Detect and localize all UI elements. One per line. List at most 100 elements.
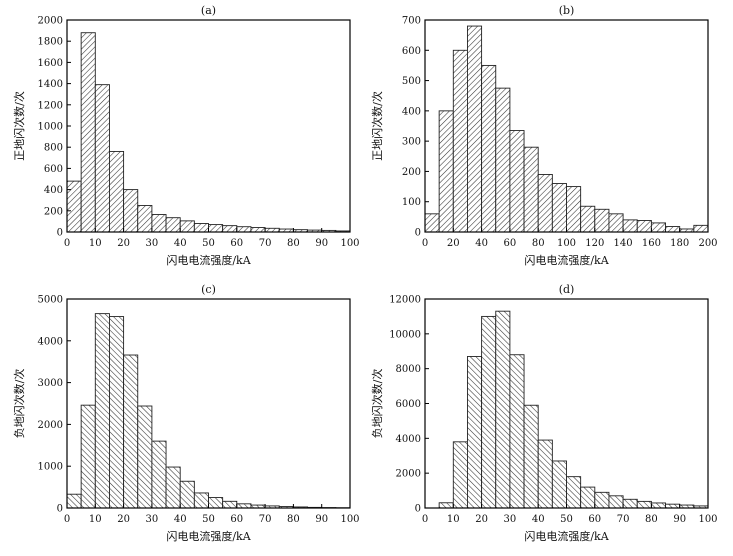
- x-tick-label: 100: [698, 514, 717, 525]
- histogram-bar: [551, 183, 567, 233]
- y-tick-label: 100: [402, 197, 421, 208]
- histogram-bar: [193, 492, 209, 509]
- x-tick-label: 80: [287, 514, 300, 525]
- histogram-bar: [481, 315, 497, 509]
- histogram-bar: [509, 130, 525, 233]
- y-tick-label: 1800: [38, 37, 63, 48]
- histogram-bar: [165, 217, 181, 233]
- x-tick-label: 80: [532, 238, 545, 249]
- y-tick-label: 1000: [38, 122, 63, 133]
- histogram-bar: [151, 214, 167, 233]
- y-tick-label: 0: [415, 504, 421, 515]
- y-tick-label: 1000: [38, 462, 63, 473]
- x-tick-label: 180: [670, 238, 689, 249]
- x-tick-label: 20: [117, 514, 130, 525]
- y-tick-label: 2000: [396, 469, 421, 480]
- x-tick-label: 90: [315, 514, 328, 525]
- x-tick-label: 90: [315, 238, 328, 249]
- histogram-bar: [108, 316, 125, 509]
- y-tick-label: 200: [402, 167, 421, 178]
- x-tick-label: 100: [340, 514, 359, 525]
- histogram-bar: [636, 500, 652, 509]
- x-tick-label: 0: [64, 514, 70, 525]
- y-tick-label: 400: [44, 185, 63, 196]
- x-tick-label: 140: [614, 238, 633, 249]
- x-tick-label: 60: [504, 238, 517, 249]
- histogram-bar: [523, 404, 539, 509]
- histogram-bar: [650, 222, 667, 233]
- x-tick-label: 80: [645, 514, 658, 525]
- histogram-bar: [523, 146, 539, 233]
- x-tick-label: 40: [174, 238, 187, 249]
- histogram-bar: [608, 495, 624, 509]
- y-tick-label: 1600: [38, 58, 63, 69]
- x-tick-label: 70: [259, 238, 272, 249]
- x-tick-label: 10: [447, 514, 460, 525]
- y-tick-label: 800: [44, 143, 63, 154]
- x-tick-label: 50: [202, 238, 215, 249]
- y-tick-label: 500: [402, 76, 421, 87]
- chart-title: (c): [201, 283, 216, 296]
- x-tick-label: 20: [475, 514, 488, 525]
- histogram-bar: [495, 310, 511, 509]
- y-tick-label: 12000: [389, 295, 421, 306]
- y-tick-label: 10000: [389, 329, 421, 340]
- y-tick-label: 0: [57, 228, 63, 239]
- histogram-bar: [665, 226, 681, 233]
- y-tick-label: 200: [44, 206, 63, 217]
- histogram-bar: [566, 186, 582, 233]
- chart-title: (b): [559, 4, 575, 17]
- y-tick-label: 2000: [38, 420, 63, 431]
- histogram-bar: [438, 502, 454, 509]
- histogram-bar: [509, 354, 525, 509]
- histogram-bar: [467, 356, 483, 509]
- x-tick-label: 60: [588, 514, 601, 525]
- x-tick-label: 30: [146, 514, 159, 525]
- x-tick-label: 0: [422, 514, 428, 525]
- histogram-bar: [452, 49, 468, 233]
- histogram-bar: [80, 32, 96, 233]
- histogram-bar: [636, 220, 652, 233]
- histogram-bar: [438, 110, 454, 233]
- histogram-bar: [424, 213, 440, 233]
- histogram-bar: [222, 500, 238, 509]
- x-tick-label: 40: [174, 514, 187, 525]
- histogram-bar: [236, 226, 252, 233]
- x-tick-label: 10: [89, 514, 102, 525]
- y-tick-label: 700: [402, 16, 421, 27]
- histogram-bar: [594, 208, 610, 233]
- chart-panel-a: 0 10 20 30 40 50 60 70 80 90 100020040060080010001…: [12, 4, 360, 267]
- chart-title: (d): [559, 283, 575, 296]
- y-tick-label: 300: [402, 137, 421, 148]
- histogram-bar: [250, 227, 266, 233]
- x-tick-label: 60: [230, 514, 243, 525]
- histogram-bar: [622, 498, 638, 509]
- x-tick-label: 20: [117, 238, 130, 249]
- histogram-bar: [236, 503, 252, 509]
- y-tick-label: 3000: [38, 378, 63, 389]
- histogram-bar: [94, 84, 110, 233]
- y-axis-label: 正地闪次数/次: [370, 91, 384, 161]
- x-tick-label: 50: [560, 514, 573, 525]
- histogram-bar: [537, 439, 553, 509]
- histogram-bar: [123, 354, 139, 509]
- x-axis-label: 闪电电流强度/kA: [524, 253, 609, 267]
- histogram-bar: [137, 405, 153, 509]
- y-tick-label: 1200: [38, 100, 63, 111]
- y-axis-label: 负地闪次数/次: [370, 369, 384, 439]
- x-tick-label: 70: [617, 514, 630, 525]
- x-tick-label: 30: [504, 514, 517, 525]
- x-axis-label: 闪电电流强度/kA: [524, 529, 609, 543]
- histogram-bar: [481, 64, 497, 233]
- chart-panel-d: 0 10 20 30 40 50 60 70 80 90 100 0 2000 4000 6000 8000 1…: [370, 283, 718, 543]
- y-tick-label: 400: [402, 106, 421, 117]
- x-tick-label: 200: [698, 238, 717, 249]
- x-tick-label: 60: [230, 238, 243, 249]
- histogram-bar: [123, 189, 139, 233]
- histogram-bar: [467, 25, 483, 233]
- histogram-bar: [495, 87, 511, 233]
- y-tick-label: 600: [44, 164, 63, 175]
- y-tick-label: 1400: [38, 79, 63, 90]
- histogram-bar: [580, 205, 596, 233]
